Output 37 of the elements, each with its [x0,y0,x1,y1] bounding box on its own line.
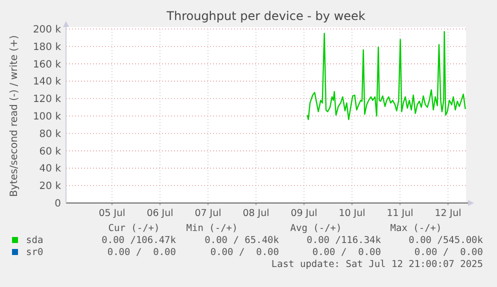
legend-label: sda [26,235,44,246]
x-tick-label: 05 Jul [98,208,126,219]
x-tick-label: 09 Jul [290,208,318,219]
y-tick-label: 60 k [39,146,62,158]
y-tick-label: 20 k [39,181,62,192]
text: Min (-/+) [186,223,238,234]
x-tick-label: 07 Jul [194,208,222,219]
y-tick-label: 80 k [39,128,62,140]
x-tick-label: 11 Jul [386,208,414,219]
x-tick-label: 10 Jul [338,208,366,219]
y-tick-label: 140 k [32,76,62,88]
y-tick-label: 40 k [39,164,62,175]
y-tick-label: 200 k [32,24,62,36]
y-tick-label: 180 k [32,42,62,53]
text: 0.00 /545.00k [408,235,484,246]
y-tick-label: 120 k [32,94,62,106]
legend-label: sr0 [26,247,44,258]
text: Last update: Sat Jul 12 21:00:07 2025 [271,259,483,270]
chart-title: Throughput per device - by week [166,9,366,23]
text: 0.00 / 0.00 [210,247,280,258]
text: Cur (-/+) [108,223,160,234]
x-tick-label: 06 Jul [146,208,174,219]
text: 0.00 / 65.40k [204,235,280,246]
x-tick-label: 08 Jul [242,208,270,219]
text: 0.00 /116.34k [306,235,382,246]
text: Max (-/+) [390,223,442,234]
text: 0.00 / 0.00 [414,247,484,258]
y-axis-title: Bytes/second read (-) / write (+) [9,35,20,197]
y-tick-label: 100 k [32,112,62,122]
text: Avg (-/+) [290,223,342,234]
line-series [306,31,466,120]
y-tick-label: 0 [54,198,61,210]
y-tick-label: 160 k [32,59,62,70]
text: 0.00 /106.47k [102,235,176,246]
x-tick-label: 12 Jul [434,208,462,219]
text: 0.00 / 0.00 [312,247,382,258]
text: 0.00 / 0.00 [107,247,176,258]
